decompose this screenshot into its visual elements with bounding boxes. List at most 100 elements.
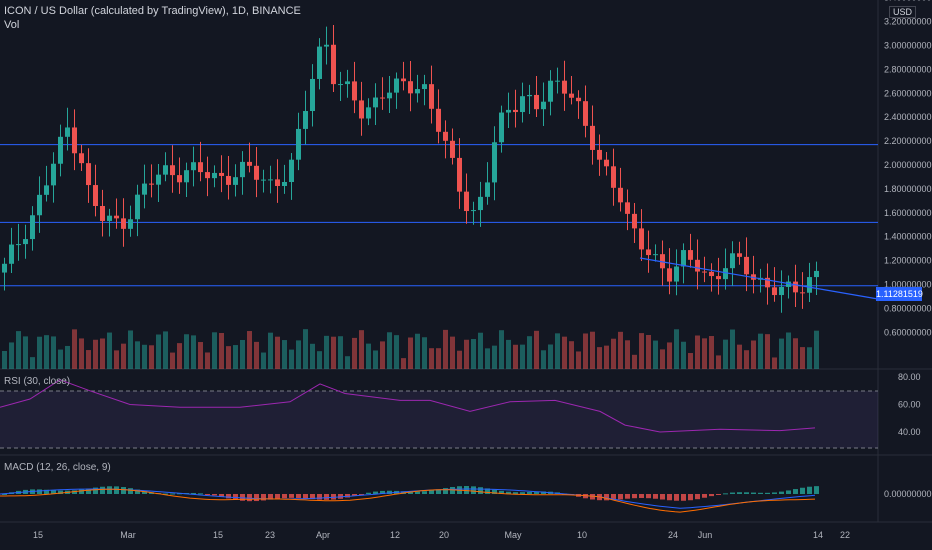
candle[interactable] [485,182,490,197]
candle[interactable] [191,162,196,171]
candle[interactable] [436,108,441,132]
candle[interactable] [345,81,350,85]
candle[interactable] [254,165,259,180]
candle[interactable] [765,277,770,288]
candle[interactable] [359,100,364,119]
candle[interactable] [226,175,231,185]
candle[interactable] [604,159,609,167]
candle[interactable] [527,94,532,97]
candle[interactable] [590,125,595,150]
candle[interactable] [331,44,336,85]
candle[interactable] [184,170,189,183]
candle[interactable] [457,157,462,192]
candle[interactable] [618,187,623,203]
symbol-title[interactable]: ICON / US Dollar (calculated by TradingV… [4,5,301,17]
candle[interactable] [394,78,399,93]
candle[interactable] [464,191,469,212]
candle[interactable] [240,161,245,178]
candle[interactable] [380,97,385,99]
candle[interactable] [156,174,161,185]
macd-label[interactable]: MACD (12, 26, close, 9) [4,462,111,473]
candle[interactable] [520,96,525,113]
candle[interactable] [702,271,707,273]
candle[interactable] [233,177,238,185]
candle[interactable] [9,244,14,264]
candle[interactable] [716,276,721,280]
candle[interactable] [100,206,105,221]
candle[interactable] [79,153,84,164]
candle[interactable] [471,210,476,212]
trendline[interactable] [639,257,879,300]
candle[interactable] [786,281,791,287]
candle[interactable] [338,84,343,86]
candle[interactable] [163,165,168,175]
candle[interactable] [653,254,658,256]
candle[interactable] [646,249,651,256]
candle[interactable] [681,250,686,267]
candle[interactable] [282,182,287,186]
candle[interactable] [422,84,427,90]
candle[interactable] [296,128,301,160]
candle[interactable] [639,228,644,250]
candle[interactable] [695,259,700,272]
candle[interactable] [366,107,371,119]
candle[interactable] [534,94,539,110]
candle[interactable] [51,163,56,186]
candle[interactable] [128,219,133,229]
candle[interactable] [261,179,266,181]
candle[interactable] [429,84,434,109]
candle[interactable] [674,266,679,282]
candle[interactable] [107,215,112,221]
candle[interactable] [807,277,812,293]
candle[interactable] [569,93,574,98]
candle[interactable] [597,149,602,160]
candle[interactable] [135,194,140,220]
candle[interactable] [198,162,203,173]
candle[interactable] [177,175,182,183]
candle[interactable] [779,286,784,296]
candle[interactable] [541,101,546,110]
candle[interactable] [149,183,154,185]
candle[interactable] [737,253,742,257]
candle[interactable] [800,292,805,294]
candle[interactable] [548,80,553,102]
candle[interactable] [492,142,497,183]
candle[interactable] [212,172,217,179]
candle[interactable] [793,281,798,293]
candle[interactable] [121,218,126,229]
candle[interactable] [744,256,749,275]
candle[interactable] [513,109,518,113]
candle[interactable] [583,101,588,126]
candle[interactable] [310,78,315,112]
candle[interactable] [93,185,98,207]
candle[interactable] [247,161,252,166]
candle[interactable] [478,196,483,211]
candle[interactable] [170,165,175,176]
candle[interactable] [205,172,210,179]
candle[interactable] [506,109,511,113]
candle[interactable] [660,254,665,269]
candle[interactable] [86,163,91,186]
candle[interactable] [16,244,21,246]
candle[interactable] [268,179,273,181]
candle[interactable] [450,140,455,158]
candle[interactable] [730,253,735,269]
candle[interactable] [408,81,413,94]
candle[interactable] [611,166,616,188]
candle[interactable] [387,92,392,99]
candle[interactable] [625,202,630,214]
rsi-label[interactable]: RSI (30, close) [4,376,71,387]
candle[interactable] [37,194,42,216]
candle[interactable] [555,80,560,82]
candle[interactable] [324,44,329,47]
candle[interactable] [303,111,308,129]
candle[interactable] [317,46,322,79]
candle[interactable] [114,215,119,219]
candle[interactable] [219,172,224,176]
candle[interactable] [30,215,35,240]
candle[interactable] [142,183,147,195]
candle[interactable] [352,81,357,101]
candle[interactable] [58,136,63,164]
candle[interactable] [2,263,7,273]
